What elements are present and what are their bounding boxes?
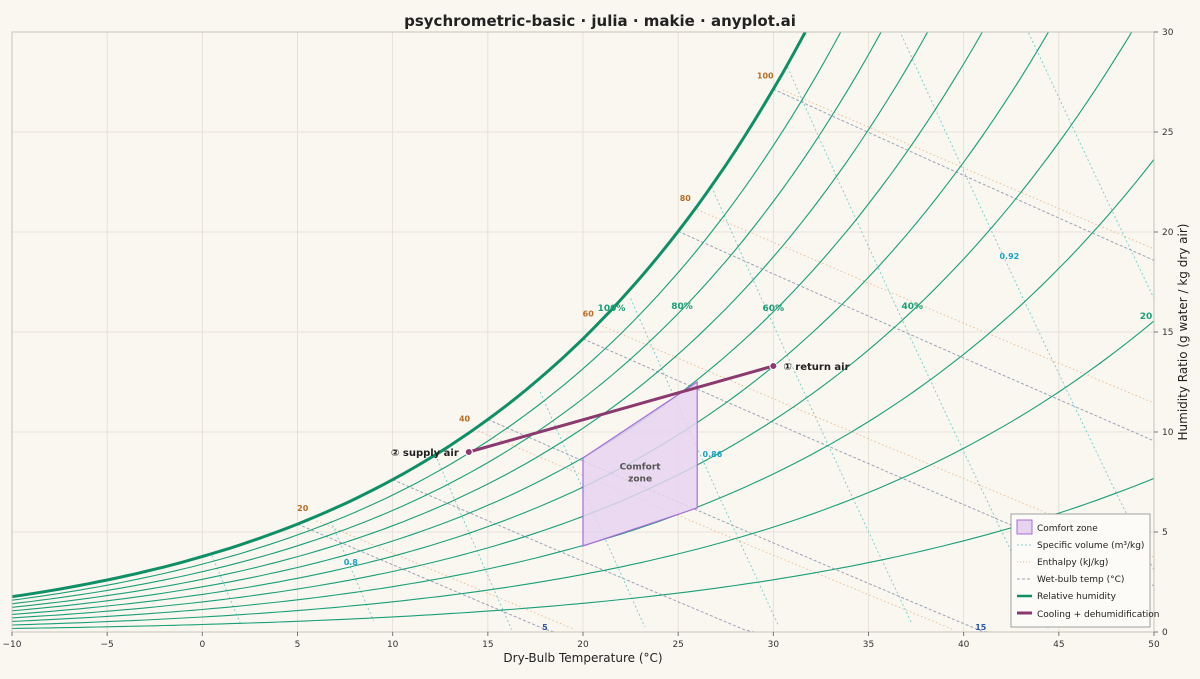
wet-bulb-label: 15 <box>975 623 987 632</box>
legend-swatch-comfort-zone <box>1016 519 1033 535</box>
wet-bulb-line <box>297 523 555 632</box>
legend-label-enthalpy: Enthalpy (kJ/kg) <box>1037 558 1108 568</box>
x-tick-label: 10 <box>387 640 399 650</box>
saturation-curve <box>12 32 807 599</box>
chart-title: psychrometric-basic · julia · makie · an… <box>404 12 796 30</box>
specific-volume-line <box>630 298 779 625</box>
y-tick-label: 10 <box>1162 428 1174 438</box>
specific-volume-line <box>787 66 1050 631</box>
process-layer: ① return air ② supply air <box>391 362 850 459</box>
state-label-supply-air: ② supply air <box>391 448 459 459</box>
comfort-zone <box>582 380 698 547</box>
enthalpy-line <box>782 89 1154 250</box>
x-tick-label: 30 <box>768 640 780 650</box>
state-point-supply-air <box>464 448 473 456</box>
legend-label-specific-volume: Specific volume (m³/kg) <box>1037 541 1144 551</box>
y-tick-label: 30 <box>1162 28 1174 38</box>
y-axis-label: Humidity Ratio (g water / kg dry air) <box>1176 224 1190 441</box>
enthalpy-label: 80 <box>680 194 692 203</box>
specific-volume-label: 0.86 <box>703 450 723 459</box>
comfort-zone-label: Comfort <box>620 463 662 473</box>
enthalpy-line <box>601 325 1154 558</box>
enthalpy-line <box>697 209 1154 404</box>
y-tick-label: 25 <box>1162 128 1173 138</box>
rh-curve <box>12 477 1154 630</box>
legend-box <box>1010 513 1151 628</box>
process-line <box>467 364 775 454</box>
y-tick-label: 5 <box>1162 528 1168 538</box>
x-tick-label: −5 <box>101 640 114 650</box>
comfort-zone-layer: Comfort zone <box>582 380 698 547</box>
rh-label: 40% <box>902 302 924 312</box>
y-tick-label: 20 <box>1162 228 1174 238</box>
enthalpy-label: 60 <box>583 309 595 318</box>
wet-bulb-label: 5 <box>542 623 548 632</box>
specific-volume-line <box>1027 32 1154 299</box>
legend-label-wet-bulb: Wet-bulb temp (°C) <box>1037 575 1124 585</box>
y-tick-label: 15 <box>1162 328 1173 338</box>
wet-bulb-line <box>677 230 1154 442</box>
rh-label: 20 <box>1140 312 1153 322</box>
x-tick-label: 40 <box>958 640 970 650</box>
x-tick-label: 15 <box>482 640 493 650</box>
line-labels: 100% 80% 60% 40% 20 20 40 60 80 100 0.8 0.86 0.92 5 15 <box>297 72 1152 632</box>
specific-volume-line <box>711 186 912 623</box>
x-tick-label: 25 <box>672 640 683 650</box>
x-tick-label: 20 <box>577 640 589 650</box>
psychrometric-lines <box>12 32 1154 632</box>
x-tick-label: 35 <box>863 640 874 650</box>
legend-label-relative-humidity: Relative humidity <box>1037 592 1117 602</box>
rh-label: 100% <box>598 304 626 314</box>
legend-label-process: Cooling + dehumidification <box>1037 610 1160 620</box>
x-tick-label: 0 <box>199 640 205 650</box>
x-tick-label: 5 <box>295 640 301 650</box>
specific-volume-label: 0.8 <box>344 558 359 567</box>
x-tick-label: 45 <box>1053 640 1064 650</box>
specific-volume-label: 0.92 <box>999 252 1019 261</box>
y-tick-label: 0 <box>1162 628 1168 638</box>
rh-label: 60% <box>763 304 785 314</box>
x-tick-label: −10 <box>3 640 22 650</box>
comfort-zone-label: zone <box>628 475 652 485</box>
enthalpy-line <box>316 520 574 630</box>
x-axis-label: Dry-Bulb Temperature (°C) <box>503 651 662 665</box>
rh-label: 80% <box>671 302 693 312</box>
rh-curve <box>12 320 1154 626</box>
state-label-return-air: ① return air <box>783 362 849 373</box>
wet-bulb-line <box>487 419 993 632</box>
state-point-return-air <box>769 362 778 370</box>
rh-curve <box>12 32 929 608</box>
specific-volume-line <box>211 555 241 624</box>
x-tick-label: 50 <box>1148 640 1160 650</box>
legend-label-comfort-zone: Comfort zone <box>1037 524 1098 534</box>
wet-bulb-line <box>392 479 755 632</box>
rh-curve <box>12 32 882 605</box>
enthalpy-label: 20 <box>297 504 309 513</box>
enthalpy-label: 40 <box>459 414 471 423</box>
enthalpy-label: 100 <box>757 72 774 81</box>
rh-curve <box>12 32 842 601</box>
legend: Comfort zone Specific volume (m³/kg) Ent… <box>1010 513 1160 628</box>
